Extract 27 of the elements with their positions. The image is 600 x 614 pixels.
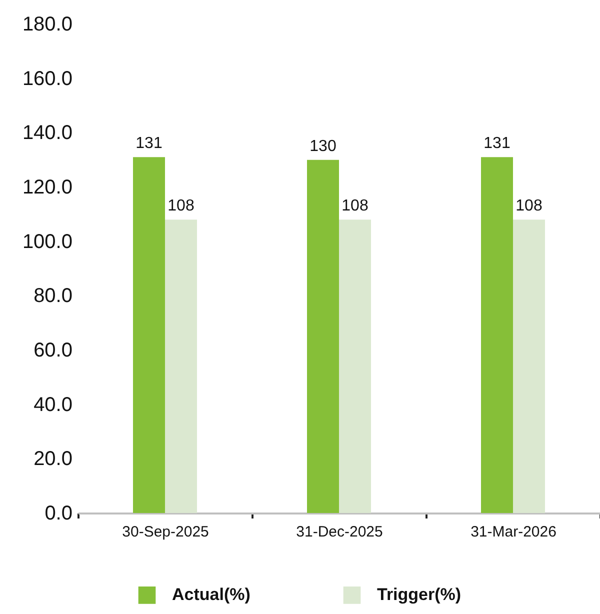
bar xyxy=(307,160,339,513)
data-label: 131 xyxy=(484,135,510,152)
y-tick-label: 20.0 xyxy=(34,448,72,470)
y-tick-label: 80.0 xyxy=(34,285,72,308)
y-tick-label: 40.0 xyxy=(34,394,72,416)
y-tick-label: 0.0 xyxy=(44,502,72,524)
y-tick-label: 60.0 xyxy=(34,340,72,362)
y-tick-label: 180.0 xyxy=(22,14,72,36)
y-tick-label: 120.0 xyxy=(22,176,72,198)
data-label: 108 xyxy=(516,198,542,215)
y-tick-label: 100.0 xyxy=(22,230,72,253)
bar xyxy=(513,220,545,513)
x-tick-label: 31-Mar-2026 xyxy=(470,524,556,540)
x-tick-label: 31-Dec-2025 xyxy=(296,524,383,540)
bar xyxy=(481,157,513,513)
data-label: 108 xyxy=(168,198,194,215)
x-tick-label: 30-Sep-2025 xyxy=(122,524,209,540)
bar xyxy=(165,220,197,513)
data-label: 130 xyxy=(310,138,336,155)
legend-label: Trigger(%) xyxy=(377,585,462,604)
legend-label: Actual(%) xyxy=(172,585,250,604)
data-label: 131 xyxy=(136,135,162,152)
y-tick-label: 160.0 xyxy=(22,68,72,90)
y-tick-label: 140.0 xyxy=(22,122,72,144)
bar xyxy=(133,157,165,513)
data-label: 108 xyxy=(342,198,368,215)
bar xyxy=(339,220,371,513)
